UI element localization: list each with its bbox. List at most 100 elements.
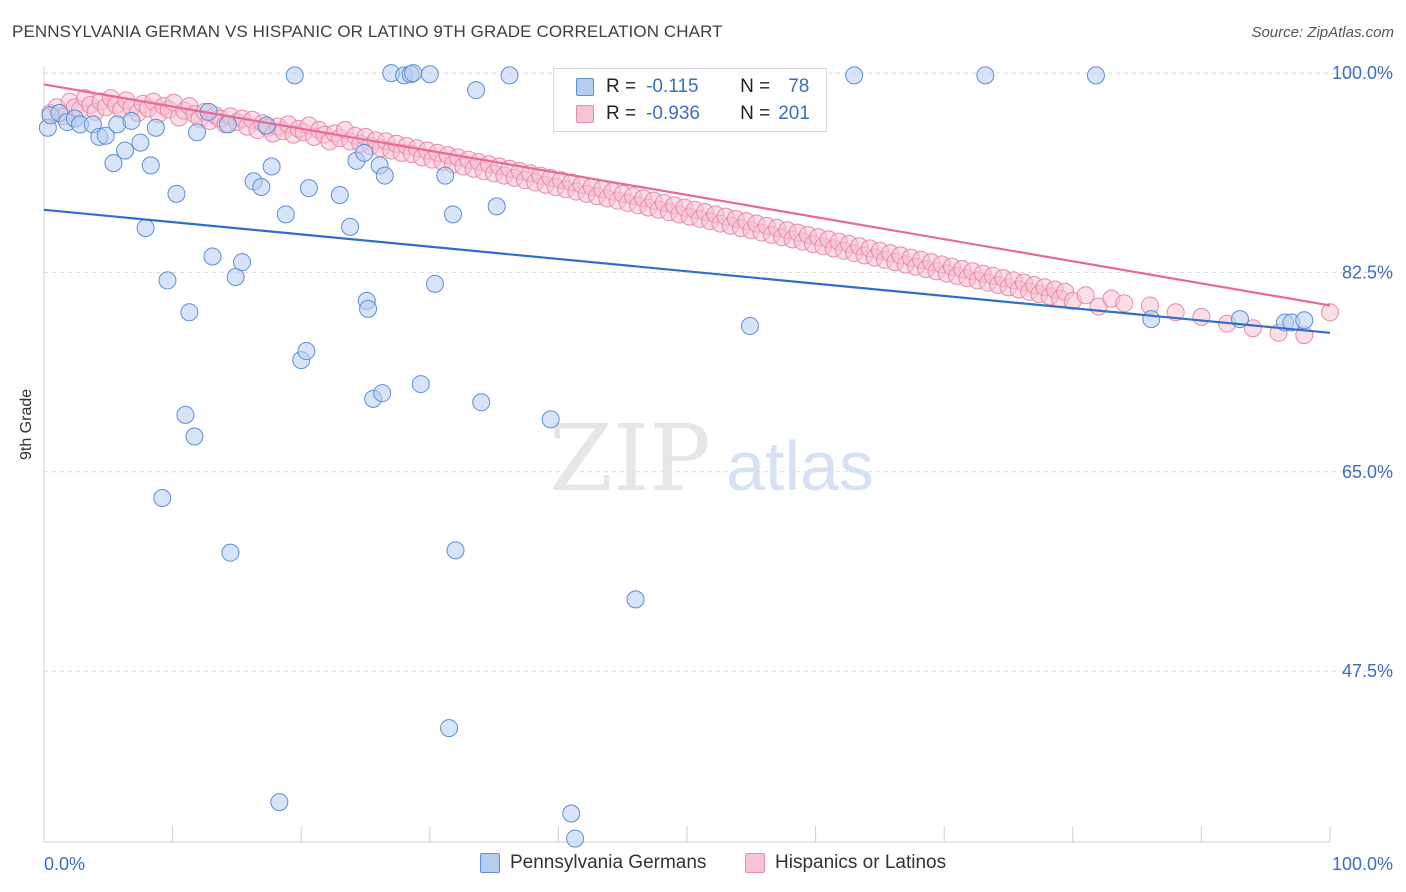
series-pennsylvania-germans xyxy=(38,64,1314,848)
y-tick-label-3: 47.5% xyxy=(1342,661,1393,681)
pa-german-point-28 xyxy=(226,267,245,286)
tick-labels: 100.0% 82.5% 65.0% 47.5% 0.0% 100.0% xyxy=(44,63,1393,874)
watermark: ZIP atlas xyxy=(549,405,874,512)
axes xyxy=(43,66,1331,843)
pa-german-point-70 xyxy=(845,66,864,85)
pa-german-point-26 xyxy=(218,115,237,134)
pa-german-point-71 xyxy=(976,66,995,85)
pa-german-point-39 xyxy=(299,179,318,198)
pa-german-point-18 xyxy=(167,184,186,203)
pa-german-point-72 xyxy=(1086,66,1105,85)
hispanic-point-198 xyxy=(1076,286,1095,305)
pa-german-point-64 xyxy=(500,66,519,85)
blue-swatch xyxy=(480,853,500,873)
pa-german-point-60 xyxy=(446,541,465,560)
pa-german-point-34 xyxy=(270,793,289,812)
pa-german-point-32 xyxy=(257,116,276,135)
pa-german-point-38 xyxy=(297,342,316,361)
chart-title: PENNSYLVANIA GERMAN VS HISPANIC OR LATIN… xyxy=(12,22,723,41)
pa-german-point-16 xyxy=(146,118,165,137)
pa-german-point-31 xyxy=(252,178,271,196)
pa-german-point-36 xyxy=(285,66,304,85)
pa-german-point-68 xyxy=(626,590,645,609)
pink-swatch xyxy=(576,105,594,123)
r-label: R = xyxy=(606,76,637,97)
hispanic-point-209 xyxy=(1321,303,1339,322)
pa-german-point-54 xyxy=(411,375,430,394)
pa-german-point-77 xyxy=(1295,311,1314,330)
trend-line-hispanics-or-latinos xyxy=(43,83,1331,307)
n-value-pink: 201 xyxy=(778,103,810,124)
pa-german-point-73 xyxy=(1142,310,1161,329)
y-axis-label: 9th Grade xyxy=(18,388,35,460)
pa-german-point-23 xyxy=(153,488,172,507)
trend-lines xyxy=(43,83,1331,334)
pa-german-point-56 xyxy=(425,274,444,293)
pa-german-point-59 xyxy=(443,205,462,224)
x-tick-label-0: 0.0% xyxy=(44,854,85,874)
r-label: R = xyxy=(606,103,637,124)
pa-german-point-45 xyxy=(359,299,378,318)
pa-german-point-17 xyxy=(158,271,177,290)
y-tick-label-2: 65.0% xyxy=(1342,462,1393,482)
r-value-blue: -0.115 xyxy=(646,76,699,97)
legend-label-pennsylvania-germans: Pennsylvania Germans xyxy=(510,852,707,873)
pa-german-point-29 xyxy=(233,253,252,272)
pa-german-point-22 xyxy=(176,405,195,424)
pa-german-point-33 xyxy=(262,157,281,176)
pa-german-point-8 xyxy=(96,126,115,145)
hispanic-point-204 xyxy=(1192,307,1211,326)
r-value-pink: -0.936 xyxy=(646,103,700,124)
legend-item-hispanics-or-latinos[interactable]: Hispanics or Latinos xyxy=(745,852,946,874)
pa-german-point-35 xyxy=(276,205,295,224)
hispanic-point-201 xyxy=(1115,294,1134,313)
pink-swatch xyxy=(745,853,765,873)
pa-german-point-21 xyxy=(188,123,207,142)
pa-german-point-19 xyxy=(180,303,199,322)
source-label: Source: ZipAtlas.com xyxy=(1251,24,1394,41)
watermark-zip: ZIP xyxy=(549,405,711,512)
blue-swatch xyxy=(576,78,594,96)
pa-german-point-27 xyxy=(221,543,240,562)
pa-german-point-48 xyxy=(375,166,394,185)
stats-legend: R = -0.115 N = 78 R = -0.936 N = 201 xyxy=(553,68,827,132)
pa-german-point-40 xyxy=(330,185,349,204)
pa-german-point-63 xyxy=(487,197,506,216)
pa-german-point-62 xyxy=(472,393,491,412)
pa-german-point-55 xyxy=(420,65,439,84)
stats-row-pink: R = -0.936 N = 201 xyxy=(576,101,810,127)
pa-german-point-61 xyxy=(467,81,486,100)
pa-german-point-15 xyxy=(141,156,160,175)
watermark-atlas: atlas xyxy=(726,427,874,505)
n-label: N = xyxy=(740,76,771,97)
pa-german-point-41 xyxy=(341,217,360,236)
pa-german-point-49 xyxy=(373,384,392,403)
pa-german-point-57 xyxy=(436,166,455,185)
pa-german-point-13 xyxy=(131,133,150,152)
stats-row-blue: R = -0.115 N = 78 xyxy=(576,74,809,100)
pa-german-point-14 xyxy=(136,219,155,238)
pa-german-point-43 xyxy=(355,143,374,162)
pa-german-point-20 xyxy=(185,427,204,446)
pa-german-point-25 xyxy=(203,247,222,266)
pa-german-point-9 xyxy=(104,154,123,173)
legend-label-hispanics-or-latinos: Hispanics or Latinos xyxy=(775,852,947,873)
grid-lines xyxy=(44,72,1392,672)
series-hispanics-or-latinos xyxy=(41,89,1339,345)
n-label: N = xyxy=(740,103,771,124)
n-value-blue: 78 xyxy=(788,76,810,97)
trend-line-pennsylvania-germans xyxy=(43,208,1331,334)
legend-item-pennsylvania-germans[interactable]: Pennsylvania Germans xyxy=(480,852,706,874)
y-tick-label-0: 100.0% xyxy=(1332,63,1393,83)
y-tick-label-1: 82.5% xyxy=(1342,262,1393,282)
pa-german-point-67 xyxy=(566,829,585,848)
pa-german-point-53 xyxy=(404,64,423,83)
pa-german-point-58 xyxy=(440,719,459,738)
x-tick-label-1: 100.0% xyxy=(1332,854,1393,874)
pa-german-point-65 xyxy=(541,410,560,429)
pa-german-point-66 xyxy=(562,804,581,823)
pa-german-point-12 xyxy=(122,111,141,130)
pa-german-point-11 xyxy=(116,141,135,160)
pa-german-point-69 xyxy=(741,316,760,335)
